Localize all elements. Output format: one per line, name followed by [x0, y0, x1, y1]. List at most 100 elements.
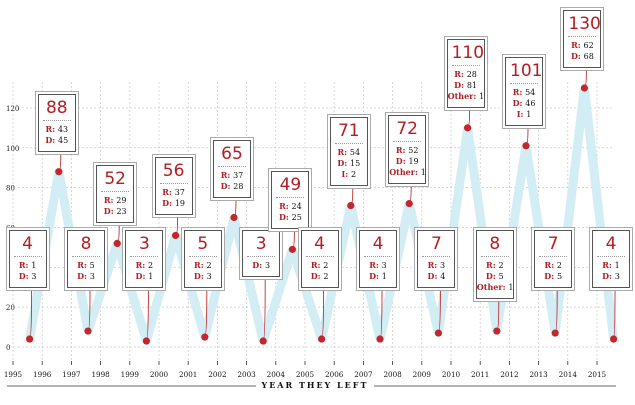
data-label-box: 101 R: 54 D: 46 I: 1	[505, 56, 543, 126]
x-tick-label: 2009	[413, 370, 432, 379]
data-label-total: 130	[568, 15, 601, 37]
data-label-total: 88	[42, 99, 71, 121]
data-label-box: 4 R: 1 D: 3	[592, 230, 630, 288]
x-tick-label: 1997	[62, 370, 81, 379]
data-label-box: 4 R: 2 D: 2	[300, 230, 339, 288]
data-label-total: 4	[364, 235, 392, 257]
data-label-d-count: D: 3	[602, 271, 620, 281]
data-label-i-count: I: 2	[341, 168, 357, 179]
data-label-r-count: R: 2	[135, 260, 154, 270]
x-tick-label: 1998	[91, 370, 110, 379]
x-tick-label: 2008	[383, 370, 402, 379]
data-label-box: 3 R: 2 D: 1	[125, 230, 164, 288]
data-label-other-count: Other: 1	[476, 282, 514, 292]
data-point	[347, 201, 355, 210]
data-label-r-count: R: 2	[310, 260, 329, 270]
data-label-total: 3	[247, 235, 276, 257]
data-label-d-count: D: 19	[162, 198, 186, 209]
data-point	[230, 213, 238, 222]
data-label-total: 65	[218, 145, 246, 167]
data-label-d-count: D: 15	[337, 157, 361, 168]
data-label-d-count: D: 3	[77, 271, 95, 281]
data-point	[610, 335, 618, 343]
data-label-box: 4 R: 3 D: 1	[359, 230, 397, 288]
data-label-d-count: D: 28	[220, 180, 244, 191]
data-label-total: 52	[101, 170, 130, 193]
data-label-r-count: R: 28	[454, 68, 477, 79]
data-point	[522, 142, 530, 150]
data-label-i-count: I: 1	[516, 108, 532, 119]
data-label-box: 8 R: 5 D: 3	[67, 230, 105, 288]
data-label-d-count: D: 5	[544, 271, 563, 281]
data-point	[172, 231, 180, 240]
data-label-total: 56	[159, 162, 188, 185]
data-label-r-count: R: 3	[427, 260, 446, 270]
data-label-r-count: R: 52	[395, 144, 419, 155]
data-label-d-count: D: 25	[278, 212, 302, 223]
x-tick-label: 2015	[588, 370, 607, 379]
data-label-r-count: R: 2	[194, 260, 212, 270]
data-label-r-count: R: 54	[337, 146, 361, 157]
data-label-box: 110 R: 28 D: 81 Other: 1	[446, 38, 485, 108]
data-label-other-count: Other: 1	[389, 166, 426, 177]
data-label-box: 130 R: 62 D: 68	[563, 10, 602, 68]
data-label-r-count: R: 54	[512, 86, 536, 97]
data-label-r-count: R: 2	[544, 260, 562, 270]
data-label-total: 5	[188, 235, 217, 257]
data-point	[259, 337, 267, 345]
data-label-total: 8	[72, 235, 100, 257]
data-label-d-count: D: 4	[427, 271, 446, 281]
data-point	[142, 337, 150, 345]
data-point	[288, 245, 296, 253]
y-tick-label: 80	[6, 185, 15, 193]
data-label-r-count: R: 1	[602, 260, 620, 270]
x-tick-label: 2013	[529, 370, 548, 379]
y-tick-label: 100	[6, 145, 19, 153]
data-label-box: 8 R: 2 D: 5 Other: 1	[475, 230, 514, 299]
x-tick-label: 2003	[237, 370, 256, 379]
data-label-d-count: D: 68	[570, 51, 594, 61]
data-point	[551, 329, 559, 337]
data-label-box: 72 R: 52 D: 19 Other: 1	[388, 114, 427, 184]
x-tick-label: 1995	[4, 370, 23, 379]
x-tick-label: 2000	[150, 370, 169, 379]
data-label-d-count: D: 23	[103, 206, 127, 217]
data-point	[26, 335, 34, 343]
x-axis-label: YEAR THEY LEFT	[255, 380, 375, 390]
data-label-total: 49	[276, 176, 305, 199]
data-label-other-count: Other: 1	[447, 90, 485, 101]
x-tick-label: 2007	[354, 370, 373, 379]
data-label-r-count: R: 37	[162, 187, 185, 198]
y-tick-label: 120	[6, 105, 19, 113]
data-label-box: 7 R: 3 D: 4	[417, 230, 456, 288]
data-point	[318, 335, 326, 343]
data-point	[580, 84, 589, 92]
data-label-r-count: R: 1	[18, 260, 37, 270]
data-label-total: 8	[480, 235, 509, 257]
data-label-total: 101	[510, 62, 542, 84]
data-label-d-count: D: 5	[485, 271, 504, 281]
data-label-d-count: D: 45	[45, 134, 69, 145]
data-label-d-count: D: 1	[135, 271, 154, 281]
data-label-r-count: R: 43	[45, 123, 69, 134]
data-point	[464, 124, 472, 132]
data-point	[493, 327, 501, 335]
x-tick-label: 2002	[208, 370, 226, 379]
data-label-box: 65 R: 37 D: 28	[213, 139, 251, 198]
data-label-total: 72	[393, 120, 422, 142]
data-label-d-count: D: 3	[18, 271, 37, 281]
dot-layer	[26, 84, 618, 345]
data-label-total: 3	[130, 235, 159, 257]
data-point	[84, 327, 92, 335]
data-label-box: 56 R: 37 D: 19	[154, 157, 193, 216]
x-tick-label: 2005	[296, 370, 315, 379]
x-tick-label: 2014	[559, 370, 578, 379]
data-label-total: 110	[451, 44, 484, 66]
data-label-r-count: R: 2	[486, 260, 504, 270]
data-label-total: 71	[334, 122, 363, 144]
data-label-total: 4	[597, 235, 625, 257]
data-label-d-count: D: 19	[395, 155, 419, 166]
data-label-r-count: R: 29	[103, 195, 127, 206]
x-tick-label: 1999	[121, 370, 140, 379]
data-point	[376, 335, 384, 343]
